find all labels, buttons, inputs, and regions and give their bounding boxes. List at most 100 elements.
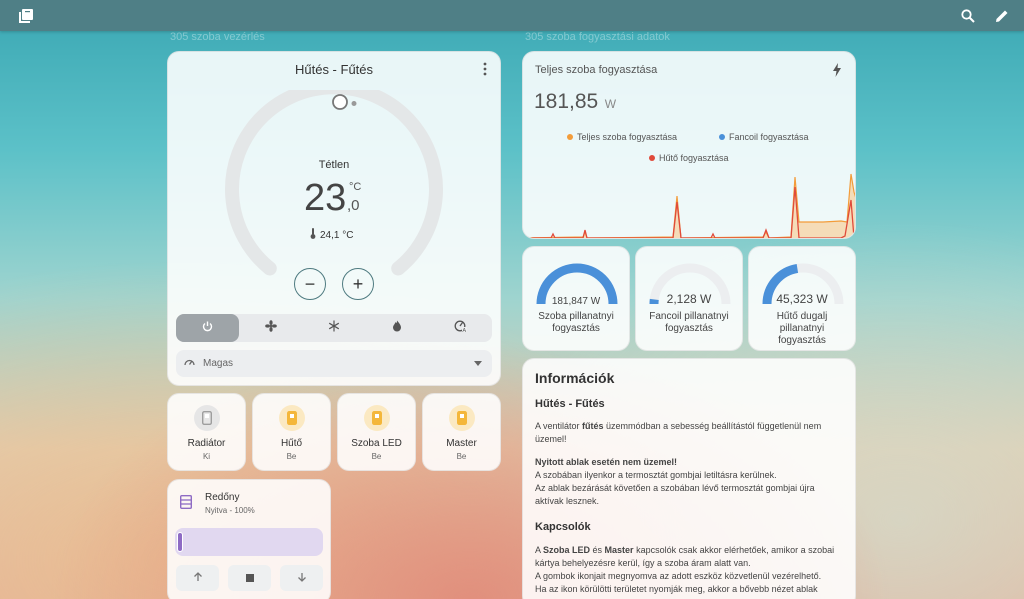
- current-temp-value: 24,1 °C: [320, 229, 354, 241]
- info-heading-hvac: Hűtés - Fűtés: [535, 398, 605, 410]
- more-options-icon[interactable]: [481, 62, 489, 76]
- switch-tile[interactable]: Hűtő Be: [252, 393, 331, 471]
- gauge-arc: [762, 263, 844, 305]
- fan-icon: [264, 319, 277, 337]
- info-p3-bold-master: Master: [604, 545, 634, 555]
- switch-tile[interactable]: Master Be: [422, 393, 501, 471]
- decrease-button[interactable]: −: [294, 268, 326, 300]
- gauge-value: 45,323 W: [776, 292, 828, 306]
- lightning-icon: [832, 63, 842, 82]
- mode-heat-button[interactable]: [366, 314, 429, 342]
- info-p3-line2: A gombok ikonjait megnyomva az adott esz…: [535, 571, 822, 581]
- auto-icon: A: [454, 319, 467, 337]
- power-gauge-card[interactable]: 45,323 W Hűtő dugalj pillanatnyi fogyaszt…: [748, 246, 856, 351]
- power-gauge-card[interactable]: 2,128 W Fancoil pillanatnyi fogyasztás: [635, 246, 743, 351]
- legend-label-fridge: Hűtő fogyasztása: [659, 153, 729, 163]
- consumption-unit: W: [604, 97, 617, 111]
- pencil-icon[interactable]: [994, 8, 1010, 24]
- arrow-up-icon: [193, 569, 203, 587]
- fire-icon: [392, 319, 402, 337]
- info-p3-text-a: A: [535, 545, 544, 555]
- shutter-state: Nyitva - 100%: [205, 506, 255, 515]
- svg-text:A: A: [462, 328, 466, 332]
- info-paragraph-window: Nyitott ablak esetén nem üzemel! A szobá…: [535, 456, 845, 508]
- gauge-value: 2,128 W: [666, 292, 712, 306]
- increase-button[interactable]: +: [342, 268, 374, 300]
- consumption-title: Teljes szoba fogyasztása: [535, 64, 658, 76]
- shutter-position-slider[interactable]: [175, 528, 323, 556]
- top-app-bar: [0, 0, 1024, 31]
- fan-speed-value: Magas: [203, 358, 234, 369]
- legend-dot-fridge: [649, 155, 655, 161]
- hvac-mode-bar: A: [176, 314, 492, 342]
- section-title-right: 305 szoba fogyasztási adatok: [525, 31, 670, 43]
- shutter-down-button[interactable]: [280, 565, 323, 591]
- stop-icon: [245, 569, 254, 587]
- minus-icon: −: [304, 273, 316, 294]
- info-p1-text-a: A ventilátor: [535, 421, 583, 431]
- fridge-icon[interactable]: [278, 405, 305, 431]
- section-title-left: 305 szoba vezérlés: [170, 31, 265, 43]
- mode-cool-button[interactable]: [302, 314, 365, 342]
- gauge-value: 181,847 W: [551, 296, 601, 307]
- switch-tile-state: Be: [286, 452, 297, 461]
- thermostat-dial[interactable]: [224, 90, 444, 280]
- speedometer-icon: [184, 357, 195, 371]
- snowflake-icon: [328, 319, 340, 337]
- legend-dot-fancoil: [719, 134, 725, 140]
- legend-item-fridge[interactable]: Hűtő fogyasztása: [649, 153, 729, 163]
- chevron-down-icon: [474, 358, 482, 369]
- legend-item-fancoil[interactable]: Fancoil fogyasztása: [719, 132, 809, 142]
- info-p3-text-c: és: [590, 545, 605, 555]
- gauge-label: Szoba pillanatnyi fogyasztás: [538, 311, 614, 334]
- plus-icon: +: [352, 273, 364, 294]
- sparkline-total-area: [523, 174, 855, 238]
- info-p2-title: Nyitott ablak esetén nem üzemel!: [535, 457, 678, 467]
- led-icon[interactable]: [363, 405, 390, 431]
- gauge-label: Hűtő dugalj pillanatnyi fogyasztás: [776, 311, 828, 346]
- mode-off-button[interactable]: [176, 314, 240, 342]
- current-temperature: 24,1 °C: [310, 228, 353, 242]
- info-p3-line3: Ha az ikon körülötti területet nyomják m…: [535, 584, 818, 594]
- switch-tile-name: Radiátor: [187, 438, 226, 449]
- mode-auto-button[interactable]: A: [429, 314, 492, 342]
- arrow-down-icon: [297, 569, 307, 587]
- switch-tile-name: Hűtő: [280, 438, 303, 449]
- consumption-card[interactable]: Teljes szoba fogyasztása 181,85 W Teljes…: [522, 51, 856, 239]
- info-p1-bold: fűtés: [582, 421, 604, 431]
- switch-tile[interactable]: Szoba LED Be: [337, 393, 416, 471]
- info-p3-text-e: kapcsolók csak akkor elérhetőek, amikor …: [535, 545, 835, 568]
- info-p3-bold-led: Szoba LED: [543, 545, 591, 555]
- shutter-up-button[interactable]: [176, 565, 219, 591]
- shutter-stop-button[interactable]: [228, 565, 271, 591]
- info-paragraph-fan: A ventilátor fűtés üzemmódban a sebesség…: [535, 420, 845, 446]
- search-icon[interactable]: [960, 8, 976, 24]
- sparkline-fridge-line: [523, 186, 855, 238]
- target-temperature: 23 °C ,0: [304, 177, 374, 221]
- info-heading-switches: Kapcsolók: [535, 521, 591, 533]
- switch-tile[interactable]: Radiátor Ki: [167, 393, 246, 471]
- power-gauge-card[interactable]: 181,847 W Szoba pillanatnyi fogyasztás: [522, 246, 630, 351]
- info-p2-line1: A szobában ilyenkor a termosztát gombjai…: [535, 470, 777, 480]
- info-p2-line2: Az ablak bezárását követően a szobában l…: [535, 483, 815, 506]
- legend-label-fancoil: Fancoil fogyasztása: [729, 132, 809, 142]
- book-icon[interactable]: [18, 8, 34, 24]
- legend-label-total: Teljes szoba fogyasztása: [577, 132, 678, 142]
- target-temp-int: 23: [304, 177, 347, 219]
- switch-tile-state: Be: [371, 452, 382, 461]
- window-shutter-icon[interactable]: [179, 494, 193, 514]
- target-temp-dec: ,0: [347, 197, 360, 214]
- shutter-slider-handle[interactable]: [177, 532, 183, 552]
- power-icon: [202, 319, 213, 337]
- mode-fan-button[interactable]: [239, 314, 302, 342]
- info-paragraph-switches: A Szoba LED és Master kapcsolók csak akk…: [535, 544, 845, 596]
- gauge-arc: [649, 263, 731, 305]
- radiator-icon[interactable]: [193, 405, 220, 431]
- fan-speed-select[interactable]: Magas: [176, 350, 492, 377]
- legend-item-total[interactable]: Teljes szoba fogyasztása: [567, 132, 677, 142]
- gauge-label: Fancoil pillanatnyi fogyasztás: [649, 311, 729, 334]
- thermostat-status: Tétlen: [318, 159, 350, 171]
- consumption-value: 181,85: [534, 90, 599, 113]
- gauge-fill: [536, 263, 618, 305]
- master-icon[interactable]: [448, 405, 475, 431]
